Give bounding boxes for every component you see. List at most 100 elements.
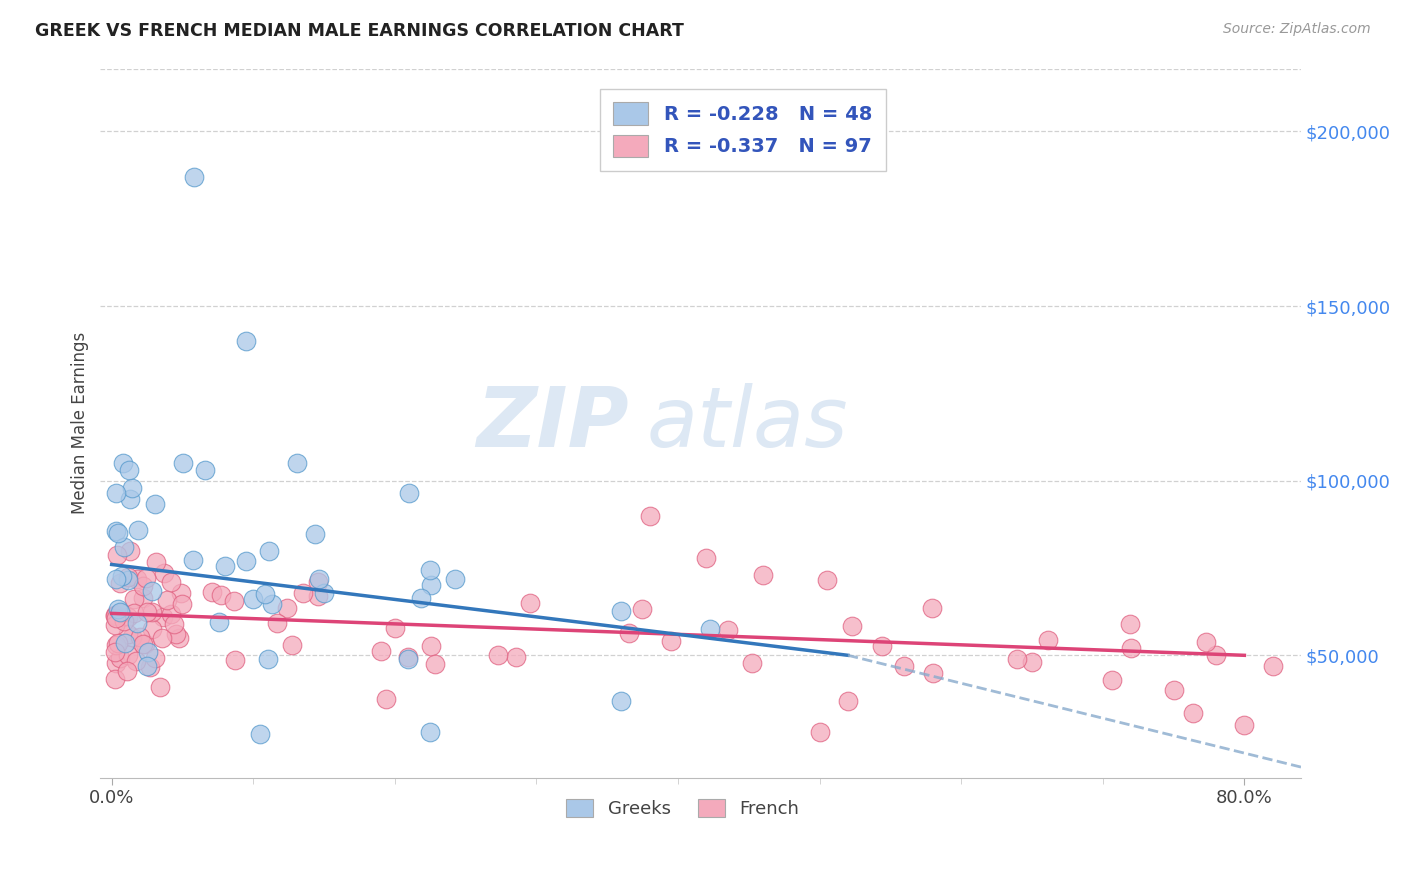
- Point: [870, 639, 893, 653]
- Point: [308, 572, 330, 586]
- Point: [104, 672, 127, 686]
- Point: [111, 456, 134, 470]
- Point: [699, 622, 721, 636]
- Point: [1021, 655, 1043, 669]
- Point: [110, 605, 132, 619]
- Point: [117, 610, 139, 624]
- Point: [235, 554, 257, 568]
- Point: [285, 456, 308, 470]
- Point: [631, 602, 654, 616]
- Point: [384, 621, 406, 635]
- Point: [135, 571, 157, 585]
- Point: [127, 523, 149, 537]
- Point: [638, 508, 661, 523]
- Point: [107, 525, 129, 540]
- Point: [1101, 673, 1123, 687]
- Point: [117, 574, 139, 588]
- Point: [122, 592, 145, 607]
- Point: [104, 524, 127, 539]
- Point: [610, 694, 633, 708]
- Point: [110, 650, 132, 665]
- Point: [307, 589, 329, 603]
- Point: [141, 605, 163, 619]
- Point: [118, 544, 141, 558]
- Point: [209, 588, 232, 602]
- Point: [717, 623, 740, 637]
- Point: [1119, 641, 1142, 656]
- Point: [741, 656, 763, 670]
- Text: atlas: atlas: [647, 383, 848, 464]
- Text: GREEK VS FRENCH MEDIAN MALE EARNINGS CORRELATION CHART: GREEK VS FRENCH MEDIAN MALE EARNINGS COR…: [35, 22, 685, 40]
- Point: [304, 527, 326, 541]
- Point: [1233, 718, 1256, 732]
- Point: [118, 463, 141, 477]
- Point: [149, 680, 172, 694]
- Point: [1205, 648, 1227, 663]
- Point: [1261, 658, 1284, 673]
- Point: [105, 611, 128, 625]
- Point: [815, 573, 838, 587]
- Point: [214, 559, 236, 574]
- Point: [152, 609, 174, 624]
- Point: [420, 639, 443, 653]
- Point: [132, 637, 155, 651]
- Point: [143, 651, 166, 665]
- Point: [153, 566, 176, 580]
- Point: [486, 648, 509, 663]
- Point: [111, 569, 134, 583]
- Point: [129, 630, 152, 644]
- Point: [841, 619, 863, 633]
- Point: [249, 727, 271, 741]
- Point: [194, 463, 217, 477]
- Legend: Greeks, French: Greeks, French: [560, 791, 807, 825]
- Text: Source: ZipAtlas.com: Source: ZipAtlas.com: [1223, 22, 1371, 37]
- Point: [167, 631, 190, 645]
- Point: [921, 601, 943, 615]
- Point: [132, 578, 155, 592]
- Point: [103, 618, 125, 632]
- Point: [118, 491, 141, 506]
- Point: [181, 553, 204, 567]
- Point: [112, 614, 135, 628]
- Point: [117, 648, 139, 662]
- Point: [224, 593, 246, 607]
- Point: [208, 615, 231, 629]
- Point: [150, 631, 173, 645]
- Point: [281, 638, 304, 652]
- Point: [105, 638, 128, 652]
- Point: [127, 572, 149, 586]
- Point: [117, 569, 139, 583]
- Point: [254, 587, 277, 601]
- Point: [121, 630, 143, 644]
- Point: [103, 608, 125, 623]
- Point: [276, 600, 298, 615]
- Point: [104, 608, 127, 623]
- Point: [159, 574, 181, 589]
- Point: [110, 606, 132, 620]
- Point: [105, 607, 128, 622]
- Point: [104, 572, 127, 586]
- Point: [114, 635, 136, 649]
- Point: [141, 584, 163, 599]
- Point: [235, 334, 257, 348]
- Point: [396, 652, 419, 666]
- Point: [444, 572, 467, 586]
- Point: [145, 497, 167, 511]
- Point: [266, 615, 288, 630]
- Point: [125, 654, 148, 668]
- Point: [165, 627, 187, 641]
- Point: [1195, 635, 1218, 649]
- Y-axis label: Median Male Earnings: Median Male Earnings: [72, 332, 89, 514]
- Point: [257, 651, 280, 665]
- Point: [808, 725, 831, 739]
- Point: [141, 622, 163, 636]
- Point: [139, 659, 162, 673]
- Point: [398, 486, 420, 500]
- Point: [112, 540, 135, 554]
- Point: [419, 725, 441, 739]
- Point: [610, 604, 633, 618]
- Point: [115, 664, 138, 678]
- Point: [163, 617, 186, 632]
- Point: [135, 605, 157, 619]
- Point: [1005, 652, 1028, 666]
